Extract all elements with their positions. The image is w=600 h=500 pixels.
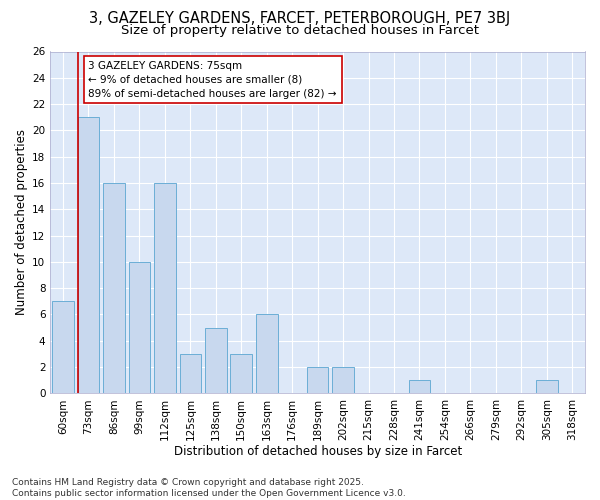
Text: Size of property relative to detached houses in Farcet: Size of property relative to detached ho… [121,24,479,37]
Bar [103,183,125,394]
X-axis label: Distribution of detached houses by size in Farcet: Distribution of detached houses by size … [173,444,462,458]
Bar [77,117,99,394]
Bar [409,380,430,394]
Bar [307,367,328,394]
Text: 3 GAZELEY GARDENS: 75sqm
← 9% of detached houses are smaller (8)
89% of semi-det: 3 GAZELEY GARDENS: 75sqm ← 9% of detache… [88,60,337,98]
Bar [536,380,557,394]
Y-axis label: Number of detached properties: Number of detached properties [15,130,28,316]
Bar [154,183,176,394]
Bar [256,314,278,394]
Bar [179,354,201,394]
Bar [332,367,354,394]
Text: 3, GAZELEY GARDENS, FARCET, PETERBOROUGH, PE7 3BJ: 3, GAZELEY GARDENS, FARCET, PETERBOROUGH… [89,11,511,26]
Bar [230,354,252,394]
Bar [128,262,150,394]
Text: Contains HM Land Registry data © Crown copyright and database right 2025.
Contai: Contains HM Land Registry data © Crown c… [12,478,406,498]
Bar [52,302,74,394]
Bar [205,328,227,394]
